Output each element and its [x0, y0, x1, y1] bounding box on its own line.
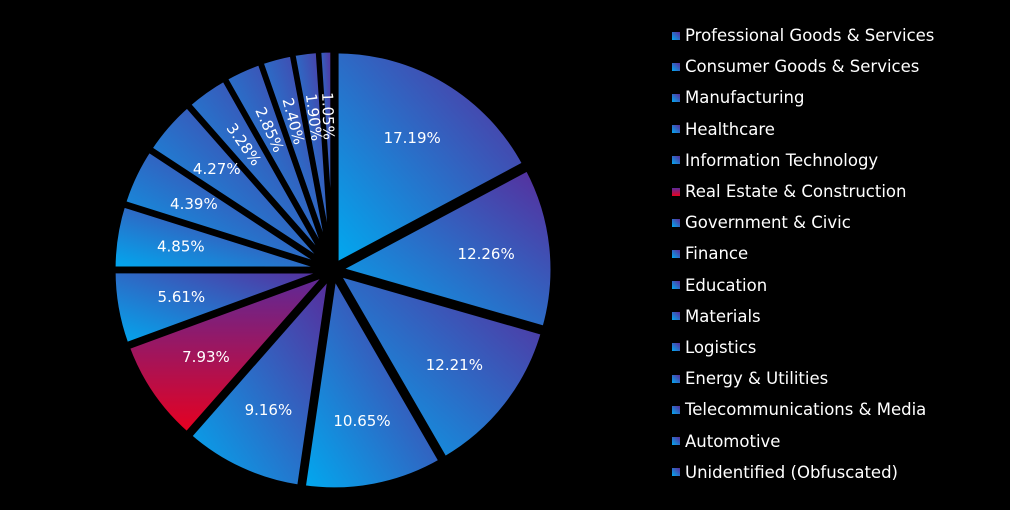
- legend-swatch: [672, 312, 680, 321]
- legend-item-professional-goods-services: Professional Goods & Services: [672, 20, 1002, 51]
- pie-slice-real-estate-construction: [123, 271, 330, 438]
- legend-item-automotive: Automotive: [672, 425, 1002, 456]
- data-label-information-technology: 9.16%: [245, 401, 293, 419]
- legend-item-government-civic: Government & Civic: [672, 207, 1002, 238]
- pie-slice-healthcare: [300, 268, 445, 493]
- data-label-manufacturing: 12.21%: [426, 356, 483, 374]
- legend-swatch: [672, 62, 680, 71]
- legend-label: Information Technology: [685, 150, 879, 170]
- legend-label: Logistics: [685, 337, 757, 357]
- legend-swatch: [672, 249, 680, 258]
- data-label-consumer-goods-services: 12.26%: [458, 245, 515, 263]
- legend-swatch: [672, 218, 680, 227]
- data-label-healthcare: 10.65%: [333, 412, 390, 430]
- data-label-automotive: 1.90%: [302, 92, 326, 142]
- legend-label: Telecommunications & Media: [685, 400, 927, 420]
- legend-item-finance: Finance: [672, 238, 1002, 269]
- legend-label: Government & Civic: [685, 213, 851, 233]
- legend-label: Healthcare: [685, 119, 775, 139]
- legend-item-materials: Materials: [672, 301, 1002, 332]
- legend-label: Energy & Utilities: [685, 369, 829, 389]
- legend-label: Manufacturing: [685, 88, 805, 108]
- legend-item-consumer-goods-services: Consumer Goods & Services: [672, 51, 1002, 82]
- pie-slice-information-technology: [185, 267, 335, 491]
- legend-swatch: [672, 156, 680, 165]
- legend-item-unidentified-obfuscated: Unidentified (Obfuscated): [672, 457, 1002, 488]
- pie-slice-professional-goods-services: [333, 48, 529, 270]
- legend-swatch: [672, 187, 680, 196]
- legend-label: Unidentified (Obfuscated): [685, 462, 898, 482]
- legend-swatch: [672, 374, 680, 383]
- pie-slice-unidentified-obfuscated: [316, 47, 336, 265]
- legend: Professional Goods & Services Consumer Go…: [672, 20, 1002, 488]
- data-label-unidentified-obfuscated: 1.05%: [318, 92, 338, 140]
- legend-item-logistics: Logistics: [672, 332, 1002, 363]
- legend-item-healthcare: Healthcare: [672, 114, 1002, 145]
- pie-slice-consumer-goods-services: [332, 165, 556, 332]
- legend-swatch: [672, 31, 680, 40]
- legend-label: Consumer Goods & Services: [685, 57, 920, 77]
- data-label-government-civic: 5.61%: [158, 288, 206, 306]
- legend-label: Finance: [685, 244, 749, 264]
- legend-item-telecommunications-media: Telecommunications & Media: [672, 394, 1002, 425]
- legend-swatch: [672, 437, 680, 446]
- legend-swatch: [672, 468, 680, 477]
- legend-label: Real Estate & Construction: [685, 182, 907, 202]
- data-label-professional-goods-services: 17.19%: [384, 129, 441, 147]
- legend-label: Automotive: [685, 431, 781, 451]
- legend-label: Education: [685, 275, 768, 295]
- legend-swatch: [672, 125, 680, 134]
- data-label-materials: 4.27%: [193, 160, 241, 178]
- data-label-finance: 4.85%: [157, 238, 205, 256]
- legend-item-real-estate-construction: Real Estate & Construction: [672, 176, 1002, 207]
- pie-slice-manufacturing: [332, 269, 547, 463]
- legend-swatch: [672, 93, 680, 102]
- legend-label: Materials: [685, 306, 761, 326]
- legend-item-manufacturing: Manufacturing: [672, 82, 1002, 113]
- legend-item-information-technology: Information Technology: [672, 145, 1002, 176]
- legend-item-education: Education: [672, 270, 1002, 301]
- data-label-education: 4.39%: [170, 195, 218, 213]
- legend-label: Professional Goods & Services: [685, 26, 935, 46]
- legend-swatch: [672, 281, 680, 290]
- pie-slices: [110, 47, 556, 493]
- legend-item-energy-utilities: Energy & Utilities: [672, 363, 1002, 394]
- legend-swatch: [672, 343, 680, 352]
- data-label-real-estate-construction: 7.93%: [182, 348, 230, 366]
- legend-swatch: [672, 405, 680, 414]
